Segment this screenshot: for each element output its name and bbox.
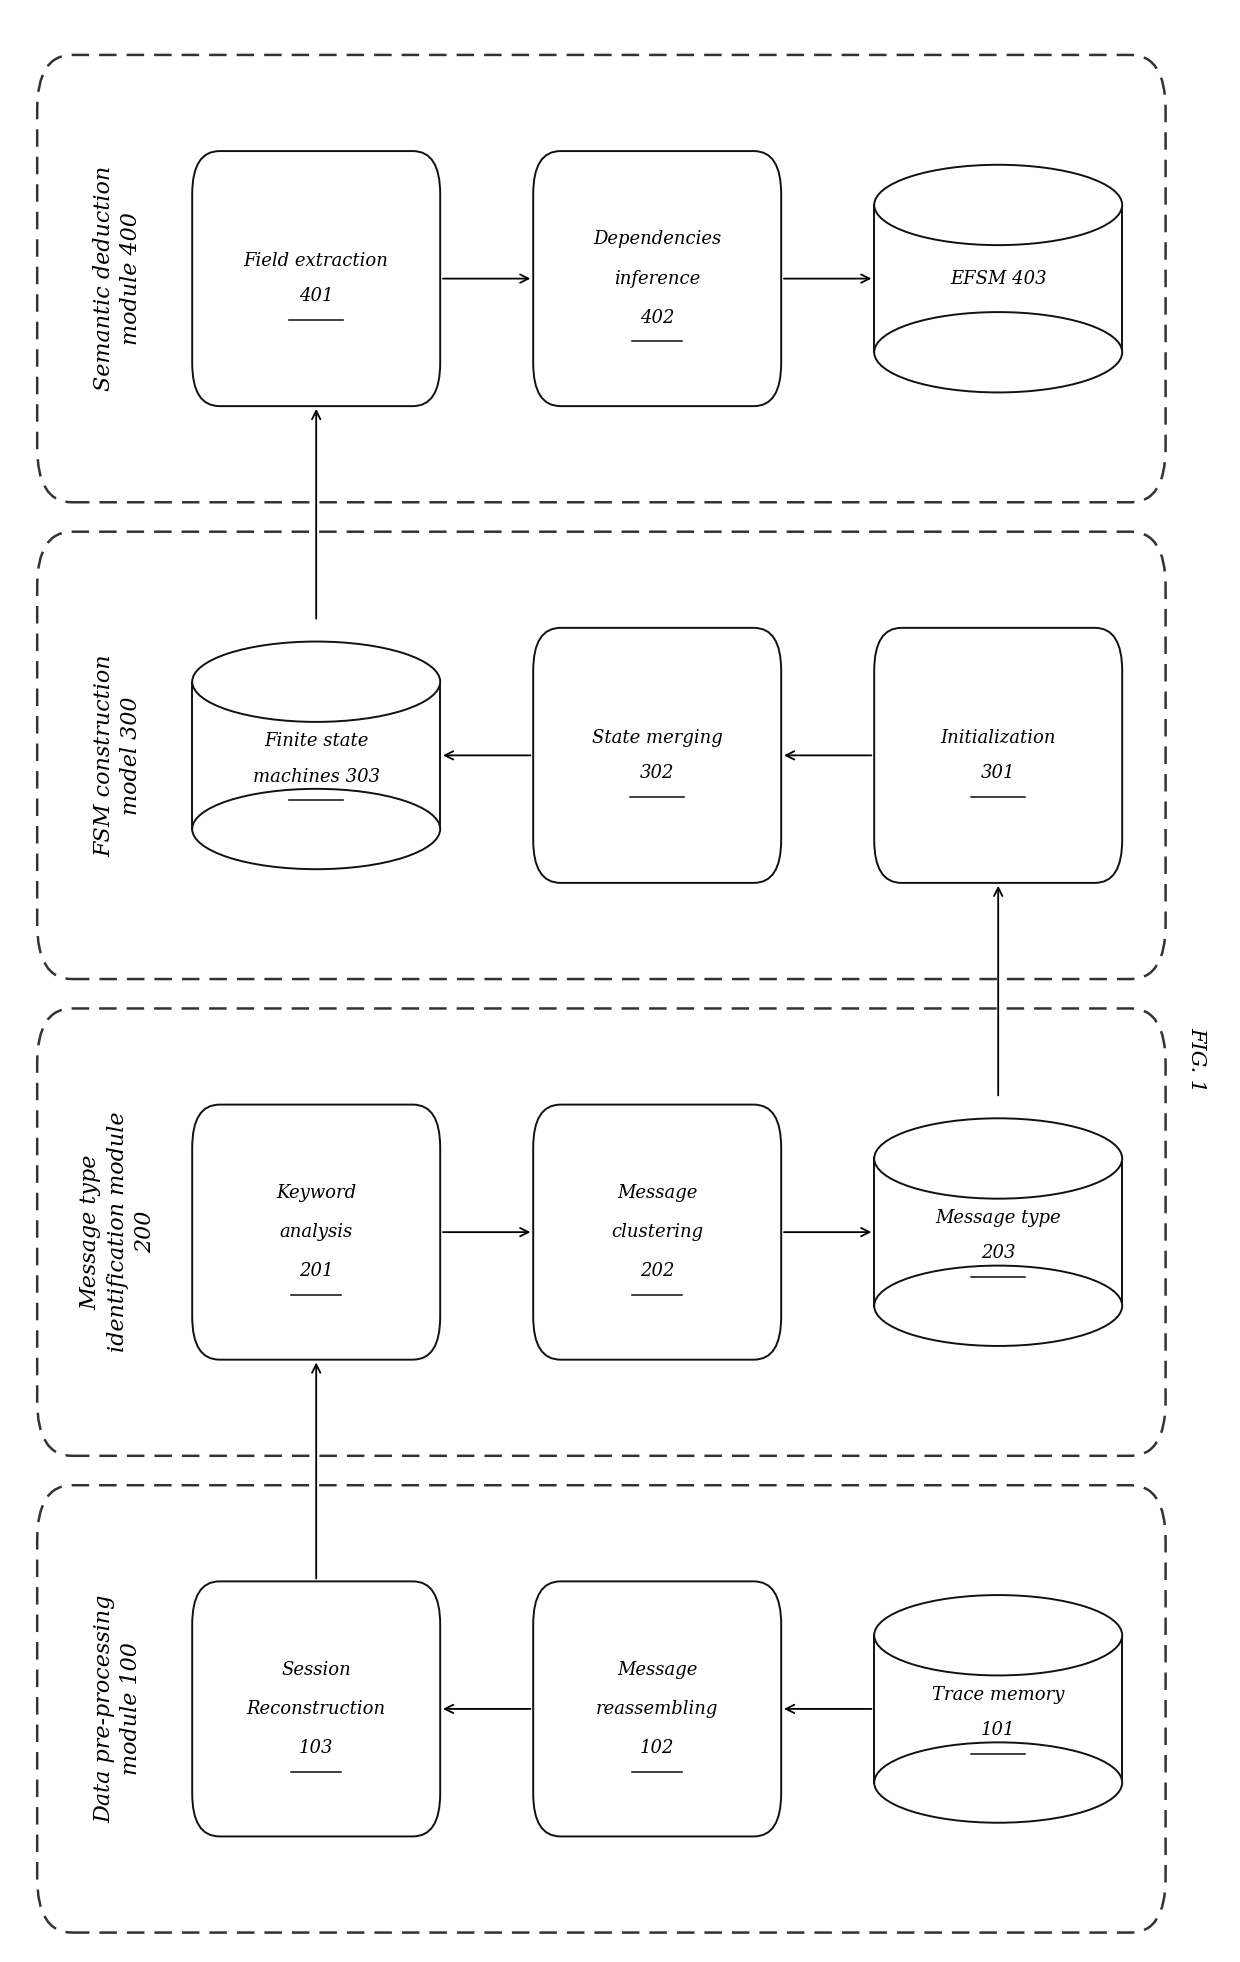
Text: FSM construction
model 300: FSM construction model 300 [93,653,143,857]
Text: machines 303: machines 303 [253,767,379,785]
Text: Message type: Message type [935,1209,1061,1226]
Text: 201: 201 [299,1262,334,1281]
Text: 301: 301 [981,763,1016,783]
Ellipse shape [192,642,440,722]
Text: Keyword: Keyword [277,1183,356,1203]
FancyBboxPatch shape [192,151,440,406]
Bar [874,204,1122,353]
Text: 402: 402 [640,308,675,328]
Ellipse shape [874,312,1122,392]
FancyBboxPatch shape [874,628,1122,883]
Text: Initialization: Initialization [940,728,1056,748]
FancyBboxPatch shape [37,1485,1166,1933]
Text: Session: Session [281,1660,351,1679]
Text: Semantic deduction
module 400: Semantic deduction module 400 [93,167,143,390]
Text: 202: 202 [640,1262,675,1281]
Text: Data pre-processing
module 100: Data pre-processing module 100 [93,1595,143,1823]
Bar [874,1158,1122,1307]
Text: Reconstruction: Reconstruction [247,1699,386,1719]
Text: 203: 203 [981,1244,1016,1262]
FancyBboxPatch shape [192,1581,440,1836]
Text: Trace memory: Trace memory [932,1685,1064,1703]
Ellipse shape [874,165,1122,245]
FancyBboxPatch shape [533,1105,781,1360]
Text: 401: 401 [299,286,334,306]
Text: analysis: analysis [279,1222,353,1242]
Text: EFSM 403: EFSM 403 [950,269,1047,288]
Ellipse shape [874,1265,1122,1346]
Ellipse shape [874,1118,1122,1199]
Text: Finite state: Finite state [264,732,368,749]
Bar [874,1634,1122,1783]
Text: 102: 102 [640,1738,675,1758]
Ellipse shape [192,789,440,869]
FancyBboxPatch shape [533,1581,781,1836]
Text: Dependencies: Dependencies [593,230,722,249]
FancyBboxPatch shape [192,1105,440,1360]
Text: State merging: State merging [591,728,723,748]
Ellipse shape [874,1742,1122,1823]
Text: Message type
identification module
200: Message type identification module 200 [79,1112,156,1352]
FancyBboxPatch shape [37,1008,1166,1456]
Text: inference: inference [614,269,701,288]
Text: Field extraction: Field extraction [244,251,388,271]
FancyBboxPatch shape [37,55,1166,502]
Text: Message: Message [618,1660,697,1679]
Text: clustering: clustering [611,1222,703,1242]
FancyBboxPatch shape [533,628,781,883]
Bar [192,681,440,830]
Text: 101: 101 [981,1721,1016,1738]
FancyBboxPatch shape [37,532,1166,979]
Text: 103: 103 [299,1738,334,1758]
Text: FIG. 1: FIG. 1 [1187,1026,1207,1093]
Text: Message: Message [618,1183,697,1203]
FancyBboxPatch shape [533,151,781,406]
Text: reassembling: reassembling [596,1699,718,1719]
Text: 302: 302 [640,763,675,783]
Ellipse shape [874,1595,1122,1676]
